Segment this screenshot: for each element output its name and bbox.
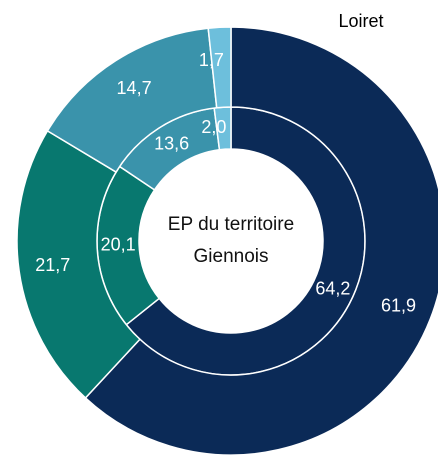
- data-label: 1,7: [199, 50, 224, 70]
- data-label: 2,0: [201, 117, 226, 137]
- data-label: 14,7: [117, 78, 152, 98]
- data-label: 64,2: [315, 279, 350, 299]
- donut-slice: [207, 26, 232, 109]
- data-label: 21,7: [35, 255, 70, 275]
- outer-series-name: Loiret: [338, 11, 383, 31]
- data-label: 20,1: [101, 235, 136, 255]
- donut-slice: [16, 129, 141, 399]
- inner-series-name: EP du territoire Giennois: [168, 214, 294, 267]
- data-label: 13,6: [154, 134, 189, 154]
- data-label: 61,9: [381, 295, 416, 315]
- donut-slice: [84, 26, 438, 456]
